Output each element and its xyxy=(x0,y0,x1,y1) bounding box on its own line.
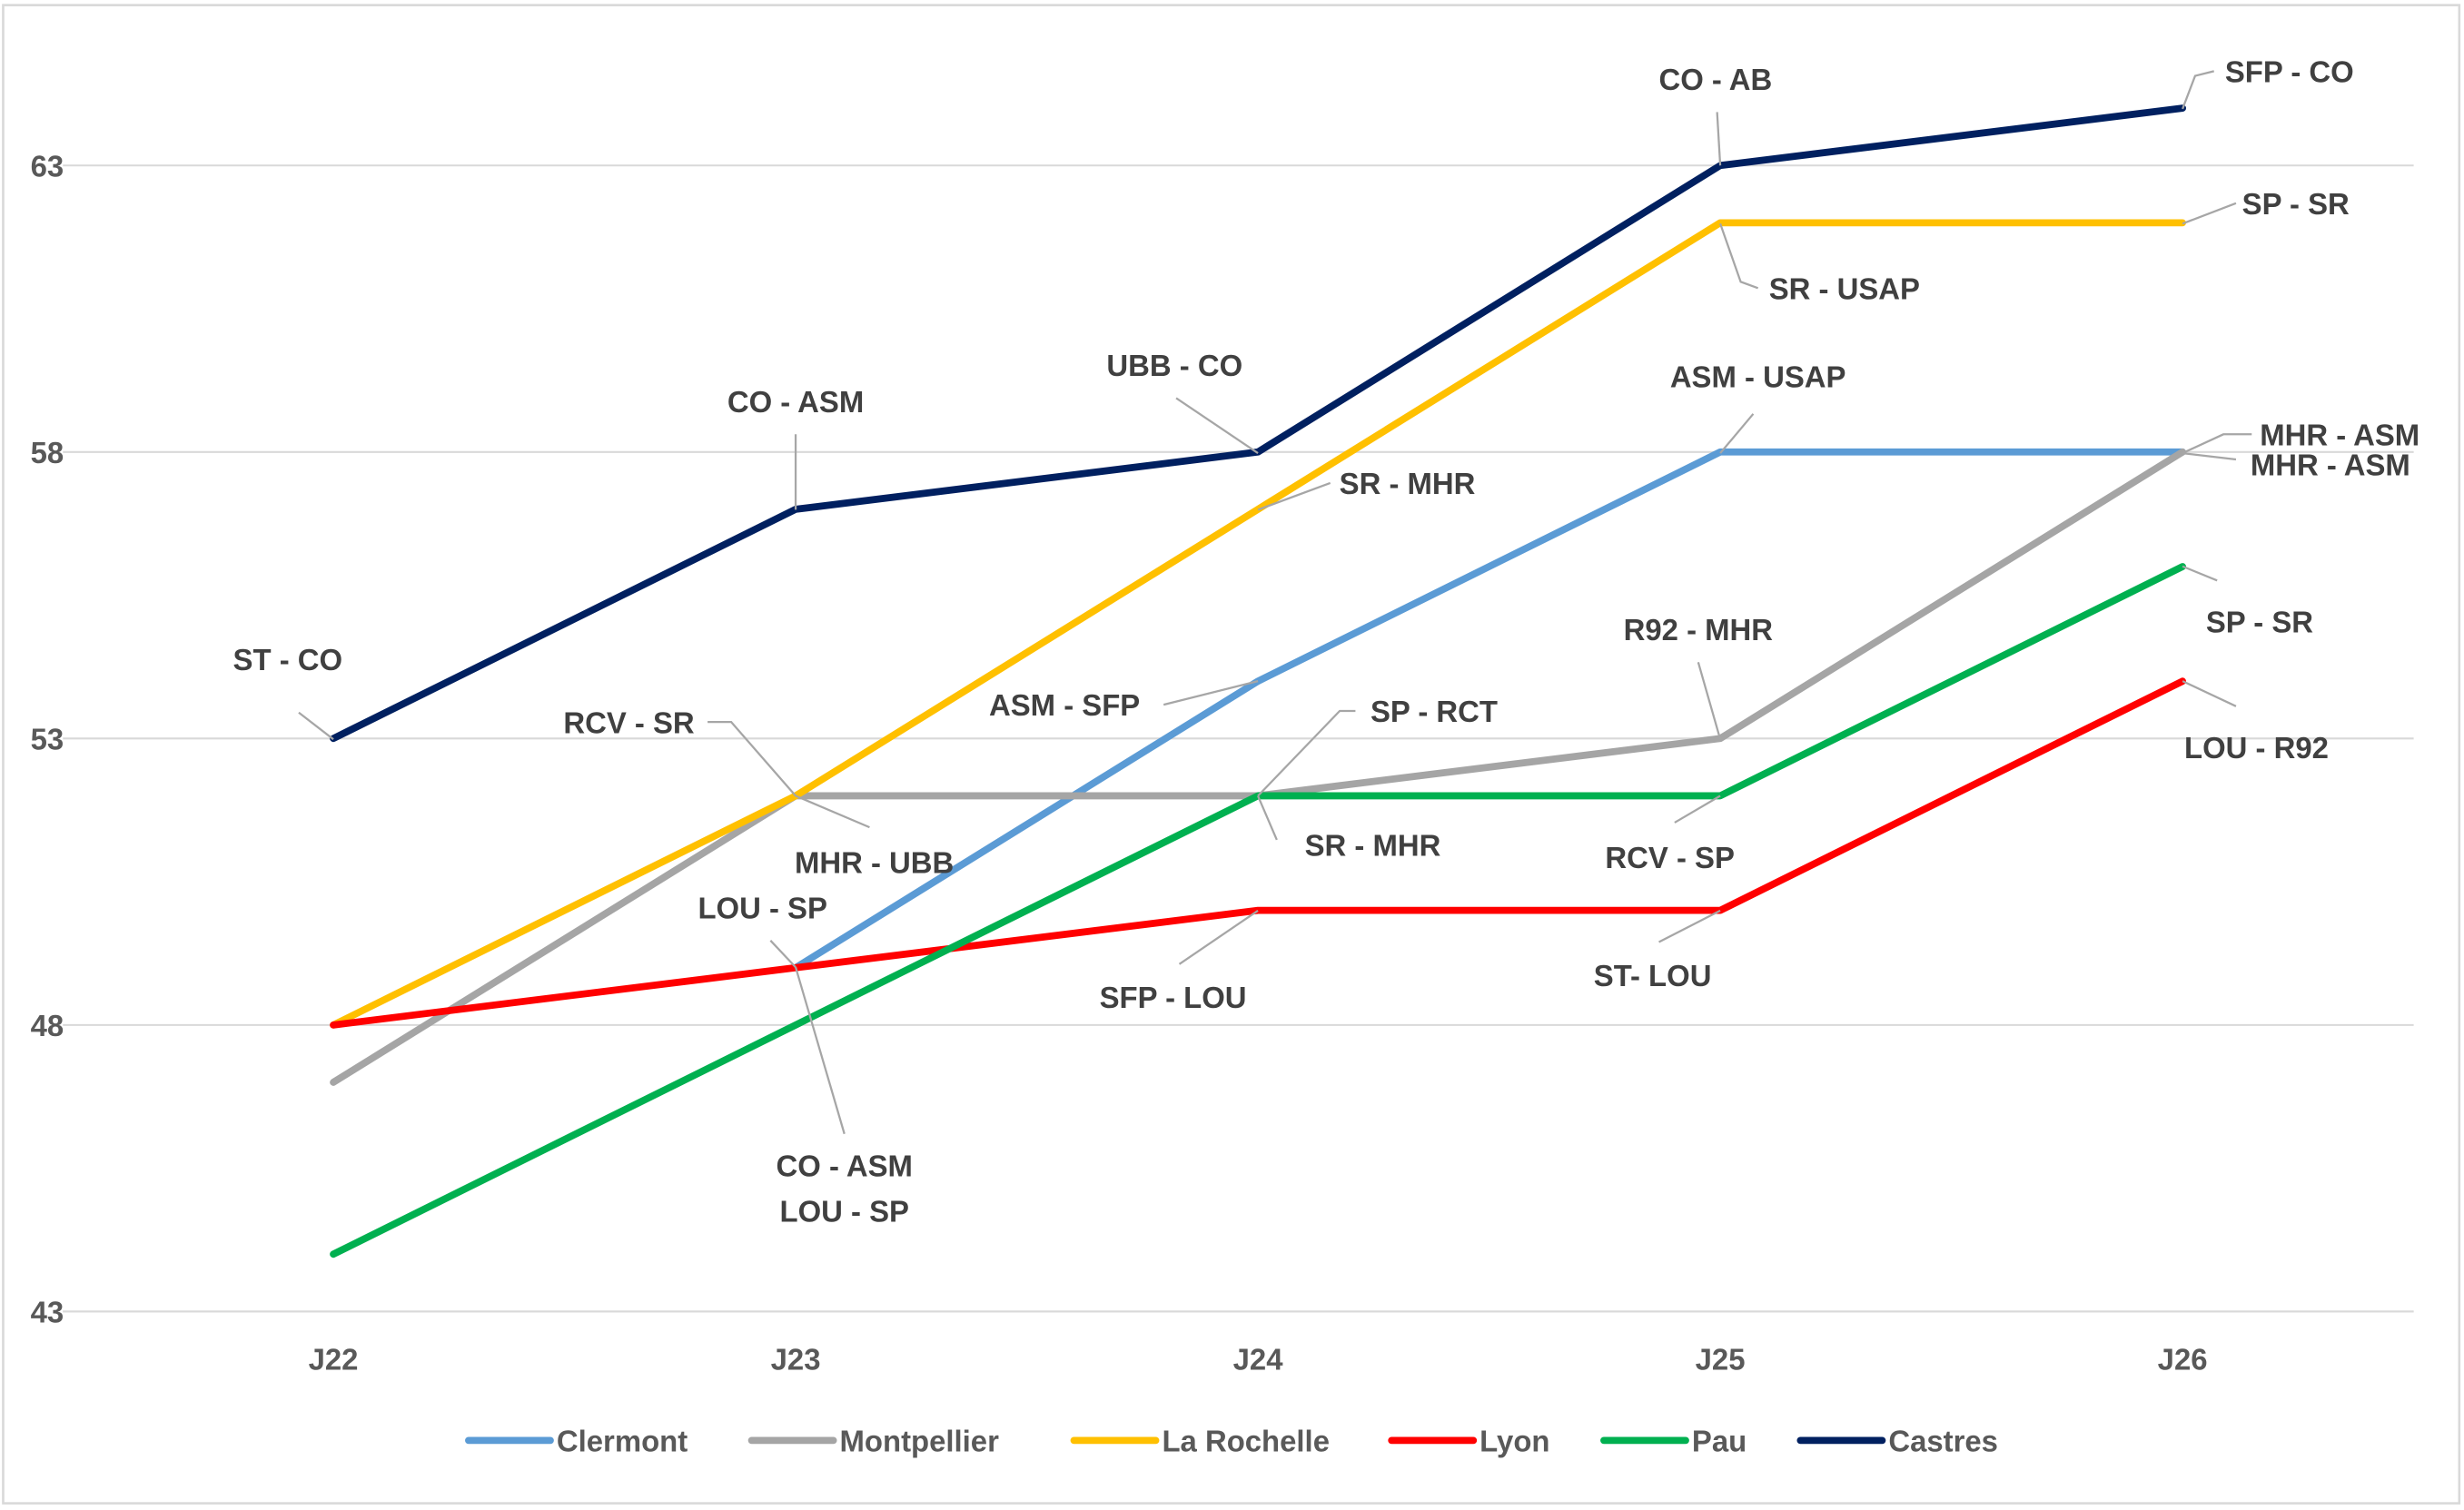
annotation-leader-line xyxy=(2182,680,2237,707)
annotation-leader-line xyxy=(298,711,334,741)
annotation-label: CO - ASM xyxy=(777,1149,913,1182)
annotation-label: RCV - SP xyxy=(1605,841,1734,874)
y-tick-label: 63 xyxy=(31,149,64,183)
annotation-label: MHR - ASM xyxy=(2251,448,2410,481)
annotation-label: MHR - ASM xyxy=(2260,418,2419,451)
legend-item: Montpellier xyxy=(747,1424,1000,1457)
annotation-leader-line xyxy=(1719,222,1759,290)
annotation-leader-line xyxy=(2182,565,2218,582)
legend-label: Castres xyxy=(1888,1424,1998,1457)
data-point xyxy=(793,1022,798,1028)
series-line-clermont xyxy=(792,448,2186,972)
annotation-label: CO - ASM xyxy=(727,385,864,419)
annotation-label: SFP - CO xyxy=(2225,54,2354,88)
data-point xyxy=(1717,163,1723,168)
annotation-leader-line xyxy=(2182,70,2214,110)
annotation-label: SP - SR xyxy=(2242,187,2350,221)
annotation-label: ASM - USAP xyxy=(1670,360,1846,393)
legend-item: La Rochelle xyxy=(1070,1424,1330,1457)
x-tick-label: J22 xyxy=(309,1342,359,1376)
annotation-leader-line xyxy=(2182,202,2237,225)
annotation-label: R92 - MHR xyxy=(1624,613,1774,646)
legend-item: Pau xyxy=(1600,1424,1747,1457)
y-tick-label: 53 xyxy=(31,722,64,755)
y-tick-label: 43 xyxy=(31,1296,64,1329)
annotation-label: MHR - UBB xyxy=(795,845,954,879)
annotation-label: SR - USAP xyxy=(1769,271,1920,305)
annotation-leader-line xyxy=(1163,680,1259,706)
legend-label: Lyon xyxy=(1479,1424,1549,1457)
annotation-label: ASM - SFP xyxy=(989,688,1140,722)
legend-item: Castres xyxy=(1796,1424,1998,1457)
annotation-label: SR - MHR xyxy=(1340,467,1476,500)
data-point xyxy=(331,1022,336,1028)
legend-item: Lyon xyxy=(1388,1424,1549,1457)
annotation-label: LOU - R92 xyxy=(2184,731,2329,765)
legend-item: Clermont xyxy=(465,1424,688,1457)
legend-label: Pau xyxy=(1692,1424,1747,1457)
legend-label: La Rochelle xyxy=(1162,1424,1330,1457)
annotation-leader-line xyxy=(1257,709,1356,797)
annotation-label: UBB - CO xyxy=(1106,349,1242,382)
annotation-leader-line xyxy=(1178,909,1259,965)
annotation-leader-line xyxy=(1716,112,1722,166)
annotation-leader-line xyxy=(769,940,797,969)
x-tick-label: J23 xyxy=(771,1342,821,1376)
data-point xyxy=(331,1251,336,1257)
chart-border xyxy=(2,4,2461,1505)
annotation-leader-line xyxy=(1674,794,1721,824)
annotation-leader-line xyxy=(1257,481,1331,511)
annotation-label: LOU - SP xyxy=(698,892,826,925)
data-point xyxy=(331,1080,336,1085)
y-tick-label: 58 xyxy=(31,436,64,469)
annotation-label: ST - CO xyxy=(233,643,343,676)
annotation-leader-line xyxy=(1697,662,1722,740)
annotation-leader-line xyxy=(708,721,797,797)
annotation-label: RCV - SR xyxy=(563,706,695,739)
annotation-leader-line xyxy=(794,966,846,1135)
annotation-label: SFP - LOU xyxy=(1100,981,1247,1014)
annotation-label: SP - SR xyxy=(2206,605,2313,638)
y-tick-label: 48 xyxy=(31,1009,64,1042)
annotation-label: CO - AB xyxy=(1658,63,1772,96)
x-tick-label: J24 xyxy=(1233,1342,1284,1376)
annotation-leader-line xyxy=(2182,433,2252,455)
annotation-leader-line xyxy=(1719,413,1755,454)
annotation-leader-line xyxy=(1175,397,1259,455)
annotation-leader-line xyxy=(1257,795,1278,841)
annotation-leader-line xyxy=(795,794,870,829)
annotation-label: ST- LOU xyxy=(1594,959,1712,992)
annotation-label: SP - RCT xyxy=(1371,695,1498,728)
x-tick-label: J25 xyxy=(1696,1342,1746,1376)
annotation-label: SR - MHR xyxy=(1305,828,1441,862)
annotation-leader-line xyxy=(2182,451,2237,461)
annotation-label: LOU - SP xyxy=(779,1195,908,1229)
legend-label: Montpellier xyxy=(840,1424,1000,1457)
annotation-leader-line xyxy=(1658,909,1721,943)
legend-label: Clermont xyxy=(557,1424,688,1457)
x-tick-label: J26 xyxy=(2158,1342,2208,1376)
